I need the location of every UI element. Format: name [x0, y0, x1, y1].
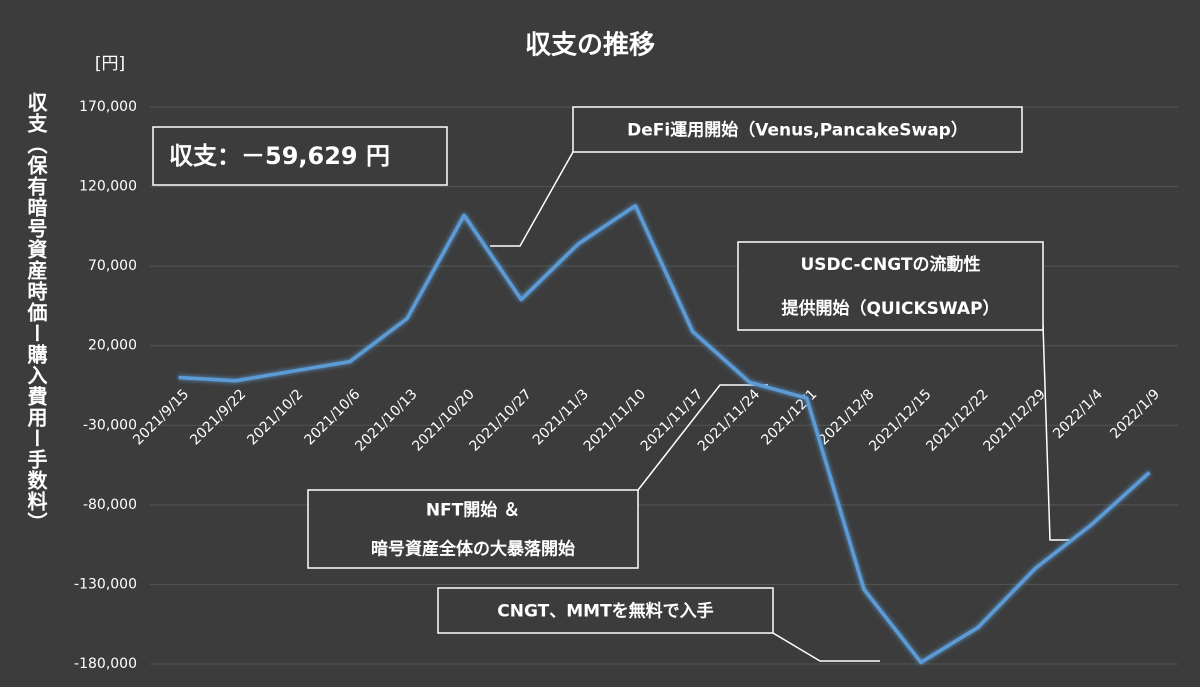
y-tick-label: -80,000 — [83, 497, 137, 513]
x-tick-label: 2021/12/8 — [815, 386, 877, 448]
y-tick-label: -180,000 — [74, 656, 137, 672]
x-tick-label: 2021/12/29 — [980, 386, 1048, 454]
annotation-box — [437, 587, 774, 634]
connector — [490, 151, 574, 247]
x-tick-label: 2022/1/4 — [1050, 386, 1106, 442]
x-tick-label: 2021/10/6 — [301, 386, 363, 448]
y-tick-label: -30,000 — [83, 417, 137, 433]
x-tick-label: 2022/1/9 — [1107, 386, 1163, 442]
y-axis-label: 収支（保有暗号資産時価ー購入費用ー手数料） — [24, 92, 48, 533]
annotation-text: DeFi運用開始（Venus,PancakeSwap） — [627, 120, 968, 141]
y-tick-label: 170,000 — [79, 99, 137, 115]
x-tick-label: 2021/9/15 — [130, 386, 192, 448]
y-tick-label: -130,000 — [74, 576, 137, 592]
y-tick-label: 120,000 — [79, 179, 137, 195]
x-tick-label: 2021/10/27 — [466, 386, 534, 454]
chart-title: 収支の推移 — [525, 31, 655, 61]
x-tick-label: 2021/11/3 — [530, 386, 592, 448]
annotation-text: USDC-CNGTの流動性 — [800, 254, 980, 275]
annotation-text: 収支：－59,629 円 — [169, 142, 390, 170]
annotation-text: CNGT、MMTを無料で入手 — [497, 601, 713, 622]
x-tick-label: 2021/10/2 — [244, 386, 306, 448]
y-tick-label: 20,000 — [88, 338, 137, 354]
y-tick-label: 70,000 — [88, 258, 137, 274]
annotation-box — [572, 106, 1023, 153]
annotation-text: NFT開始 ＆ — [426, 500, 520, 521]
data-line — [178, 203, 1151, 665]
annotation-box — [737, 241, 1044, 331]
connector — [772, 632, 880, 662]
annotation-text: 提供開始（QUICKSWAP） — [781, 298, 999, 319]
annotation-box — [307, 489, 639, 569]
annotation-text: 暗号資産全体の大暴落開始 — [371, 539, 575, 560]
x-tick-label: 2021/11/24 — [695, 386, 763, 454]
connector — [1042, 324, 1072, 541]
annotation-box — [152, 126, 448, 186]
x-tick-label: 2021/9/22 — [187, 386, 249, 448]
connector — [637, 384, 768, 491]
unit-label: [円] — [95, 54, 125, 74]
